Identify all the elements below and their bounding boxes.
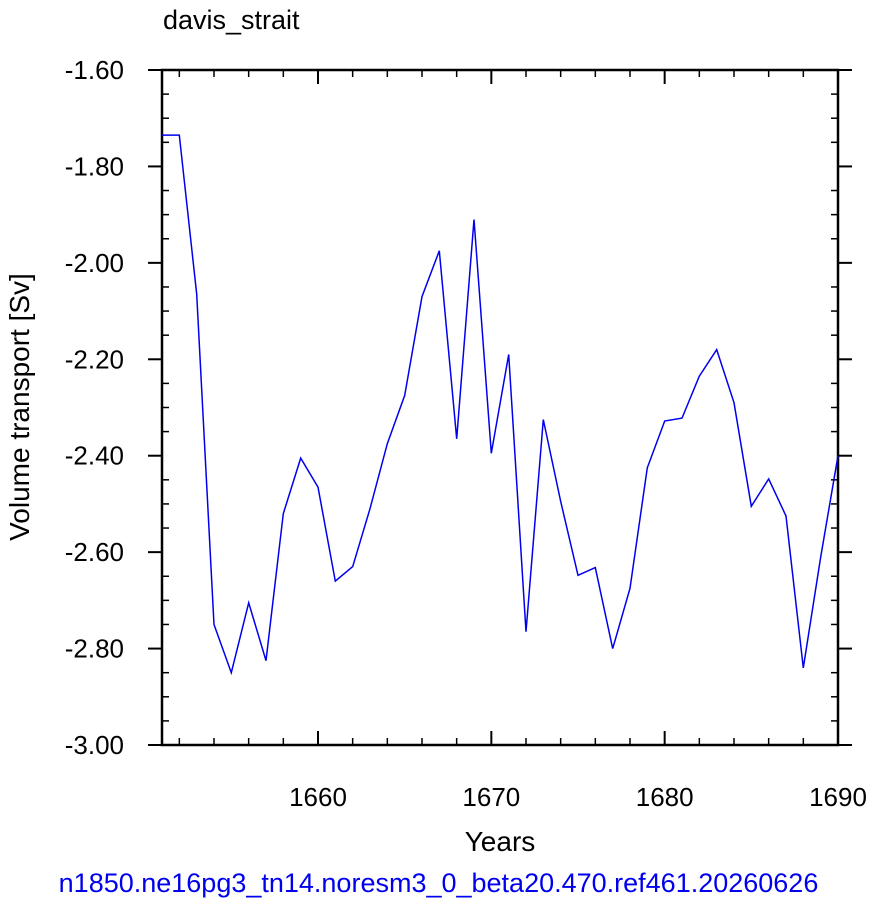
- y-tick-label: -1.60: [65, 55, 124, 85]
- footer-case-label: n1850.ne16pg3_tn14.noresm3_0_beta20.470.…: [58, 868, 819, 898]
- x-tick-label: 1680: [636, 782, 694, 812]
- x-tick-label: 1670: [462, 782, 520, 812]
- plot-frame: [160, 68, 840, 747]
- x-tick-labels: 1660 1670 1680 1690: [289, 782, 867, 812]
- y-tick-labels: -1.60 -1.80 -2.00 -2.20 -2.40 -2.60 -2.80 -3.00: [65, 55, 124, 760]
- series-line: [162, 134, 839, 676]
- y-tick-label: -3.00: [65, 730, 124, 760]
- x-tick-label: 1690: [809, 782, 867, 812]
- y-tick-label: -2.60: [65, 537, 124, 567]
- y-tick-label: -1.80: [65, 151, 124, 181]
- x-axis-title: Years: [465, 826, 536, 857]
- y-tick-label: -2.20: [65, 344, 124, 374]
- series-layer: [162, 134, 839, 676]
- y-tick-label: -2.80: [65, 634, 124, 664]
- y-axis-title: Volume transport [Sv]: [4, 273, 35, 541]
- y-tick-label: -2.00: [65, 248, 124, 278]
- major-ticks: [148, 69, 852, 746]
- x-tick-label: 1660: [289, 782, 347, 812]
- y-tick-label: -2.40: [65, 441, 124, 471]
- chart-title: davis_strait: [163, 5, 300, 35]
